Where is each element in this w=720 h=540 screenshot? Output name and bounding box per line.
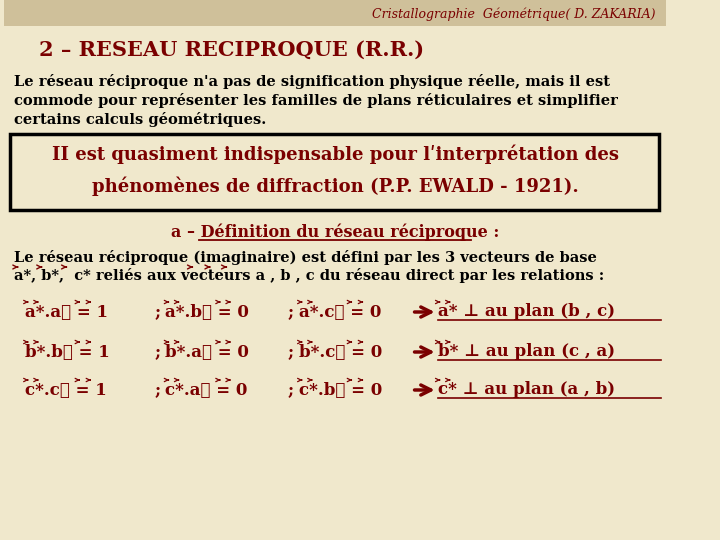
Text: phénomènes de diffraction (P.P. EWALD - 1921).: phénomènes de diffraction (P.P. EWALD - …: [92, 176, 579, 195]
Text: commode pour représenter les familles de plans réticulaires et simplifier: commode pour représenter les familles de…: [14, 93, 618, 108]
Text: a* ⊥ au plan (b , c): a* ⊥ au plan (b , c): [438, 303, 616, 321]
Text: a*, b*,  c* reliés aux vecteurs a , b , c du réseau direct par les relations :: a*, b*, c* reliés aux vecteurs a , b , c…: [14, 268, 604, 283]
Text: 2 – RESEAU RECIPROQUE (R.R.): 2 – RESEAU RECIPROQUE (R.R.): [40, 40, 425, 60]
Text: c*.c⃗ = 1: c*.c⃗ = 1: [24, 381, 107, 399]
Text: certains calculs géométriques.: certains calculs géométriques.: [14, 112, 266, 127]
Bar: [10, 134, 659, 210]
Text: c* ⊥ au plan (a , b): c* ⊥ au plan (a , b): [438, 381, 616, 399]
Text: ;: ;: [154, 381, 161, 399]
Text: ;: ;: [287, 303, 294, 321]
Text: c*.b⃗ = 0: c*.b⃗ = 0: [299, 381, 382, 399]
Bar: [4, 0, 667, 26]
Text: Cristallographie  Géométrique( D. ZAKARIA): Cristallographie Géométrique( D. ZAKARIA…: [372, 7, 655, 21]
Text: ;: ;: [287, 381, 294, 399]
Text: a*.a⃗ = 1: a*.a⃗ = 1: [24, 303, 108, 321]
Text: II est quasiment indispensable pour lʹinterprétation des: II est quasiment indispensable pour lʹin…: [52, 144, 619, 164]
Text: Le réseau réciproque n'a pas de signification physique réelle, mais il est: Le réseau réciproque n'a pas de signific…: [14, 74, 610, 89]
Text: b*.a⃗ = 0: b*.a⃗ = 0: [166, 343, 249, 361]
Text: ;: ;: [287, 343, 294, 361]
Text: b*.b⃗ = 1: b*.b⃗ = 1: [24, 343, 109, 361]
Text: c*.a⃗ = 0: c*.a⃗ = 0: [166, 381, 248, 399]
Text: ;: ;: [154, 303, 161, 321]
Text: Le réseau réciproque (imaginaire) est défini par les 3 vecteurs de base: Le réseau réciproque (imaginaire) est dé…: [14, 250, 597, 265]
Text: a*.b⃗ = 0: a*.b⃗ = 0: [166, 303, 249, 321]
Text: b* ⊥ au plan (c , a): b* ⊥ au plan (c , a): [438, 343, 616, 361]
Text: b*.c⃗ = 0: b*.c⃗ = 0: [299, 343, 382, 361]
Text: a*.c⃗ = 0: a*.c⃗ = 0: [299, 303, 381, 321]
Text: a – Définition du réseau réciproque :: a – Définition du réseau réciproque :: [171, 223, 500, 241]
Text: ;: ;: [154, 343, 161, 361]
